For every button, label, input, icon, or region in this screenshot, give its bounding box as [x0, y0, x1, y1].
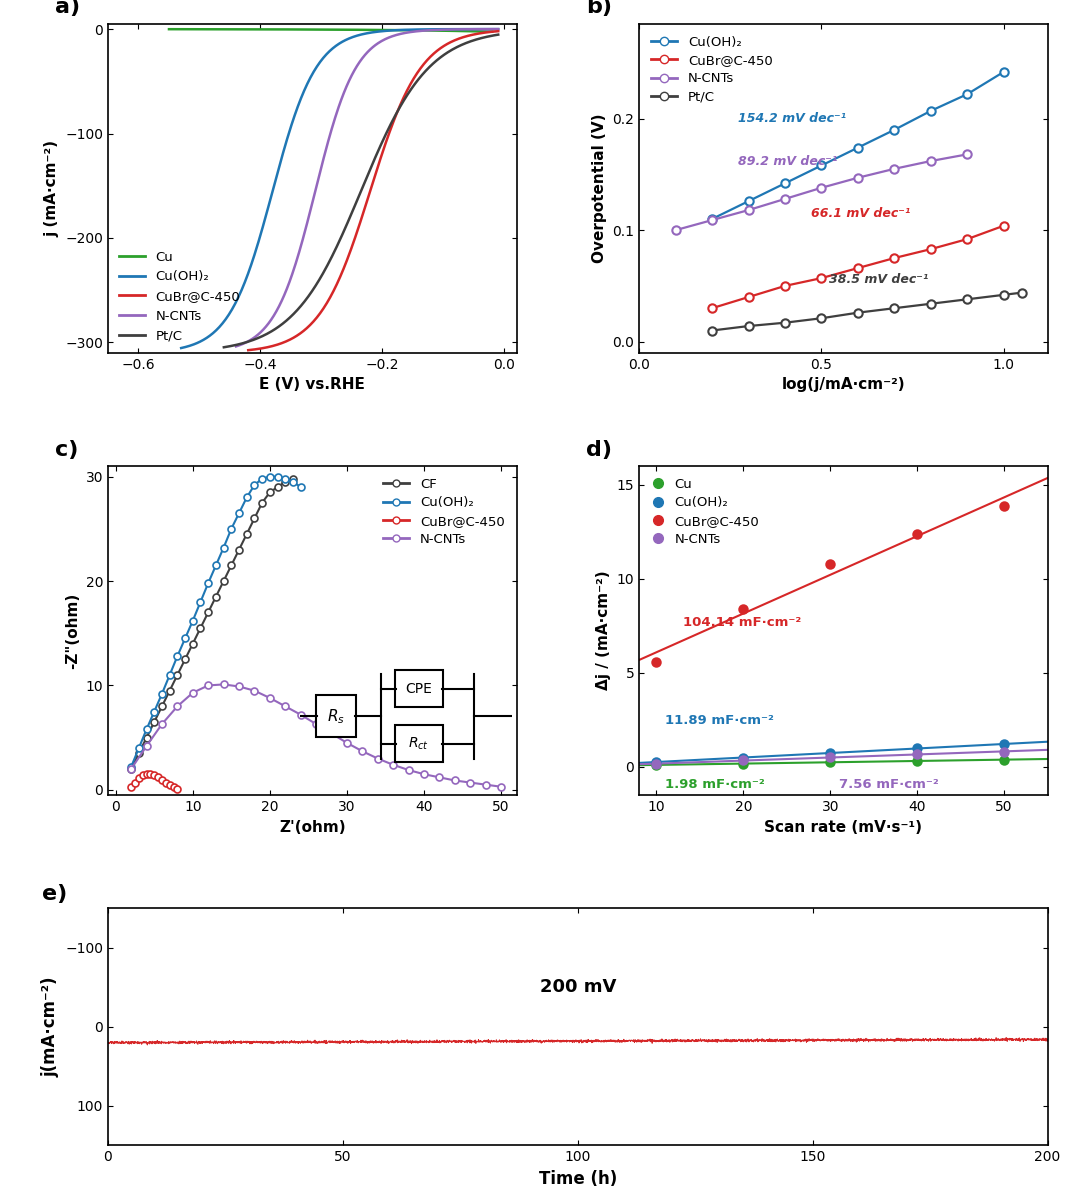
Text: b): b) [586, 0, 612, 17]
Y-axis label: Δj / (mA·cm⁻²): Δj / (mA·cm⁻²) [596, 570, 611, 691]
X-axis label: Z'(ohm): Z'(ohm) [279, 820, 346, 835]
Legend: CF, Cu(OH)₂, CuBr@C-450, N-CNTs: CF, Cu(OH)₂, CuBr@C-450, N-CNTs [378, 472, 510, 551]
Point [734, 599, 752, 618]
Y-axis label: j (mA·cm⁻²): j (mA·cm⁻²) [44, 140, 59, 237]
X-axis label: Time (h): Time (h) [539, 1169, 617, 1188]
Text: 66.1 mV dec⁻¹: 66.1 mV dec⁻¹ [810, 206, 909, 220]
Text: 7.56 mF·cm⁻²: 7.56 mF·cm⁻² [839, 778, 939, 791]
Point [822, 743, 839, 762]
Point [822, 753, 839, 772]
Text: 1.98 mF·cm⁻²: 1.98 mF·cm⁻² [665, 778, 765, 791]
Point [996, 742, 1013, 761]
Text: 200 mV: 200 mV [540, 978, 616, 996]
X-axis label: log(j/mA·cm⁻²): log(j/mA·cm⁻²) [782, 377, 905, 392]
X-axis label: Scan rate (mV·s⁻¹): Scan rate (mV·s⁻¹) [765, 820, 922, 835]
Y-axis label: -Z"(ohm): -Z"(ohm) [65, 593, 80, 669]
Point [822, 555, 839, 574]
Text: 104.14 mF·cm⁻²: 104.14 mF·cm⁻² [683, 616, 800, 629]
Point [648, 753, 665, 772]
Point [734, 754, 752, 773]
Y-axis label: j(mA·cm⁻²): j(mA·cm⁻²) [42, 977, 59, 1077]
Point [648, 653, 665, 672]
Text: 11.89 mF·cm⁻²: 11.89 mF·cm⁻² [665, 713, 774, 727]
Point [648, 755, 665, 774]
Text: c): c) [55, 439, 78, 459]
Text: d): d) [586, 439, 612, 459]
Point [648, 754, 665, 773]
Text: 89.2 mV dec⁻¹: 89.2 mV dec⁻¹ [738, 155, 837, 168]
Point [996, 496, 1013, 515]
Y-axis label: Overpotential (V): Overpotential (V) [592, 113, 607, 264]
Legend: Cu, Cu(OH)₂, CuBr@C-450, N-CNTs, Pt/C: Cu, Cu(OH)₂, CuBr@C-450, N-CNTs, Pt/C [114, 247, 244, 346]
Point [996, 750, 1013, 769]
Legend: Cu(OH)₂, CuBr@C-450, N-CNTs, Pt/C: Cu(OH)₂, CuBr@C-450, N-CNTs, Pt/C [646, 31, 778, 109]
Text: 154.2 mV dec⁻¹: 154.2 mV dec⁻¹ [738, 112, 846, 125]
Text: 38.5 mV dec⁻¹: 38.5 mV dec⁻¹ [828, 272, 928, 285]
Point [908, 752, 926, 771]
Point [996, 735, 1013, 754]
Point [734, 750, 752, 769]
Text: e): e) [42, 884, 67, 904]
Text: a): a) [55, 0, 80, 17]
Legend: Cu, Cu(OH)₂, CuBr@C-450, N-CNTs: Cu, Cu(OH)₂, CuBr@C-450, N-CNTs [646, 472, 765, 551]
Point [908, 524, 926, 543]
Point [908, 738, 926, 758]
Point [734, 748, 752, 767]
Point [822, 748, 839, 767]
X-axis label: E (V) vs.RHE: E (V) vs.RHE [259, 377, 365, 392]
Point [908, 744, 926, 764]
